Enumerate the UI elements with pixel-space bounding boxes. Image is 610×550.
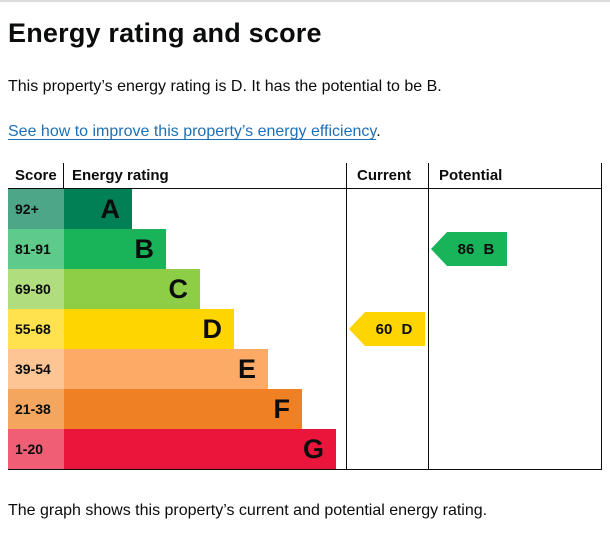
potential-cell-g <box>428 429 602 469</box>
footer-text: The graph shows this property’s current … <box>8 502 488 519</box>
potential-rating-pointer: 86 B <box>431 232 507 266</box>
current-rating-pointer: 60 D <box>349 312 425 346</box>
pointer-label: 86 B <box>457 240 495 258</box>
band-bar-g: G <box>64 429 336 469</box>
chart-body: 92+ A 81-91 B 86 B 69-80 C 55-68 D 60 D 39-54 E 21-3… <box>8 189 602 469</box>
current-cell-f <box>346 389 428 429</box>
band-row-f: 21-38 F <box>8 389 602 429</box>
band-bar-f: F <box>64 389 302 429</box>
current-cell-a <box>346 189 428 229</box>
band-row-g: 1-20 G <box>8 429 602 469</box>
header-potential: Potential <box>428 163 602 188</box>
band-letter-f: F <box>273 393 291 424</box>
score-range-c: 69-80 <box>8 269 64 309</box>
current-cell-d: 60 D <box>346 309 428 349</box>
header-score: Score <box>8 163 64 188</box>
link-period: . <box>376 123 381 140</box>
energy-rating-chart: Score Energy rating Current Potential 92… <box>8 163 602 470</box>
bar-area-b: B <box>64 229 346 269</box>
score-range-f: 21-38 <box>8 389 64 429</box>
score-range-d: 55-68 <box>8 309 64 349</box>
band-row-d: 55-68 D 60 D <box>8 309 602 349</box>
band-bar-b: B <box>64 229 166 269</box>
band-bar-e: E <box>64 349 268 389</box>
potential-cell-f <box>428 389 602 429</box>
band-letter-b: B <box>134 233 155 264</box>
band-letter-a: A <box>100 193 121 224</box>
score-range-g: 1-20 <box>8 429 64 469</box>
current-cell-e <box>346 349 428 389</box>
band-bar-c: C <box>64 269 200 309</box>
current-cell-c <box>346 269 428 309</box>
score-range-e: 39-54 <box>8 349 64 389</box>
current-cell-b <box>346 229 428 269</box>
band-row-c: 69-80 C <box>8 269 602 309</box>
link-line: See how to improve this property’s energ… <box>8 123 602 141</box>
potential-cell-b: 86 B <box>428 229 602 269</box>
band-letter-g: G <box>302 433 324 464</box>
current-cell-g <box>346 429 428 469</box>
band-row-e: 39-54 E <box>8 349 602 389</box>
score-range-a: 92+ <box>8 189 64 229</box>
bar-area-c: C <box>64 269 346 309</box>
band-bar-a: A <box>64 189 132 229</box>
header-current: Current <box>346 163 428 188</box>
band-letter-d: D <box>202 313 223 344</box>
bar-area-d: D <box>64 309 346 349</box>
chart-header: Score Energy rating Current Potential <box>8 163 602 189</box>
potential-cell-d <box>428 309 602 349</box>
band-letter-e: E <box>237 353 256 384</box>
potential-cell-c <box>428 269 602 309</box>
bar-area-e: E <box>64 349 346 389</box>
band-row-b: 81-91 B 86 B <box>8 229 602 269</box>
page: Energy rating and score This property’s … <box>0 2 610 528</box>
band-bar-d: D <box>64 309 234 349</box>
band-letter-c: C <box>168 273 189 304</box>
header-energy-rating: Energy rating <box>72 167 169 184</box>
band-row-a: 92+ A <box>8 189 602 229</box>
potential-cell-e <box>428 349 602 389</box>
score-range-b: 81-91 <box>8 229 64 269</box>
bar-area-g: G <box>64 429 346 469</box>
potential-cell-a <box>428 189 602 229</box>
page-title: Energy rating and score <box>8 18 322 48</box>
pointer-label: 60 D <box>375 320 413 338</box>
bar-area-a: A <box>64 189 346 229</box>
bar-area-f: F <box>64 389 346 429</box>
intro-text: This property’s energy rating is D. It h… <box>8 78 442 95</box>
improve-efficiency-link[interactable]: See how to improve this property’s energ… <box>8 123 377 140</box>
